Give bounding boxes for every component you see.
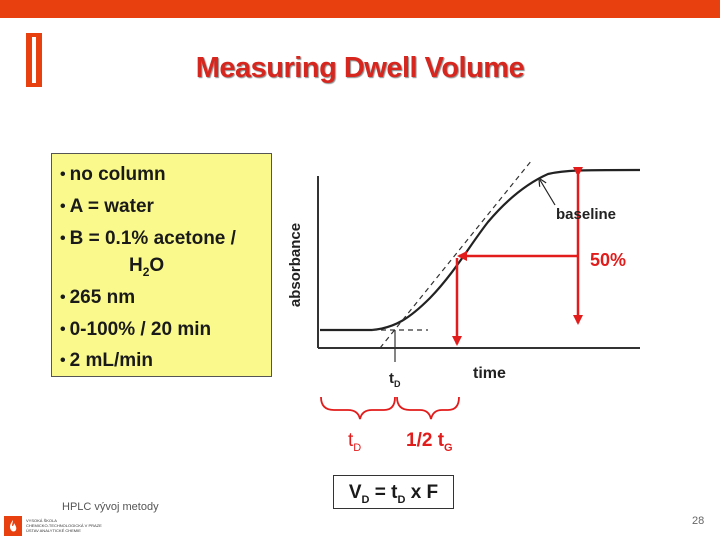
footer-text: HPLC vývoj metody [62, 501, 159, 513]
condition-continuation: H2O [129, 255, 165, 279]
condition-item: • 0-100% / 20 min [60, 319, 212, 340]
td-brace [320, 396, 396, 420]
td-axis-label: tD [389, 370, 401, 389]
half-tg-brace [396, 396, 460, 420]
bracket-logo-mark [26, 33, 42, 87]
td-brace-label: tD [348, 430, 361, 454]
page-number: 28 [692, 515, 705, 527]
condition-item: • no column [60, 164, 166, 185]
y-axis-label: absorbance [287, 223, 304, 307]
conditions-box: • no column • A = water • B = 0.1% acetone … [51, 153, 272, 377]
slide-title: Measuring Dwell Volume [195, 52, 525, 84]
tangent-line [379, 159, 533, 349]
logo-wordmark: VYSOKÁ ŠKOLA CHEMICKO-TECHNOLOGICKÁ V PR… [26, 518, 102, 533]
half-tg-brace-label: 1/2 tG [406, 430, 453, 454]
condition-item: • B = 0.1% acetone / [60, 228, 236, 249]
condition-item: • 265 nm [60, 287, 136, 308]
baseline-pointer [540, 180, 556, 206]
top-accent-bar [0, 0, 720, 18]
x-axis-label: time [473, 365, 506, 382]
percent-label: 50% [590, 250, 626, 270]
baseline-label: baseline [556, 206, 616, 223]
condition-item: • 2 mL/min [60, 350, 154, 371]
flame-logo-icon [4, 516, 22, 536]
dwell-volume-formula: VD = tD x F [333, 475, 454, 509]
condition-item: • A = water [60, 196, 154, 217]
gradient-curve [320, 168, 641, 332]
